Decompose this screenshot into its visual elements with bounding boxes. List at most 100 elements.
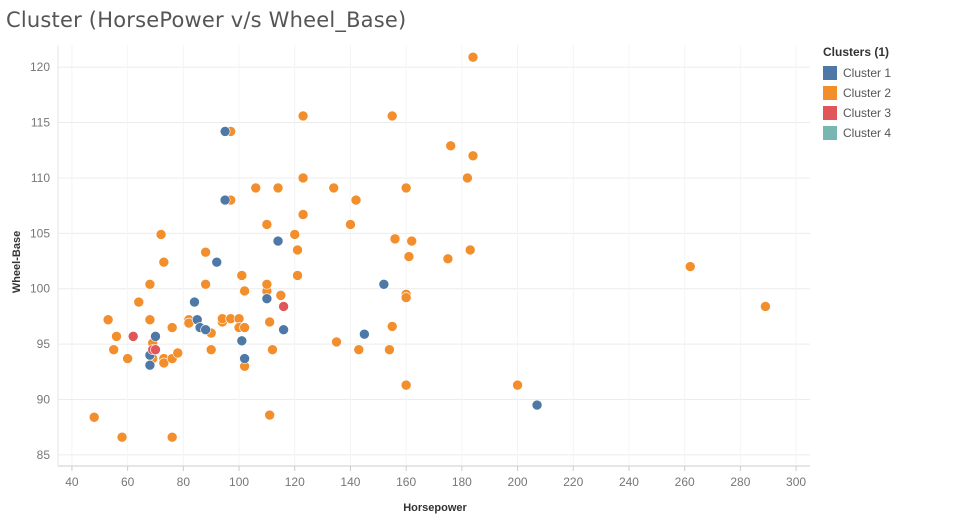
y-tick-label: 100 — [30, 282, 50, 296]
legend-item-cluster-1[interactable]: Cluster 1 — [823, 63, 891, 83]
data-point-cluster-2[interactable] — [264, 409, 275, 421]
data-point-cluster-2[interactable] — [261, 279, 273, 290]
data-point-cluster-2[interactable] — [200, 246, 211, 258]
data-point-cluster-2[interactable] — [386, 110, 398, 122]
data-point-cluster-1[interactable] — [219, 126, 231, 137]
data-point-cluster-1[interactable] — [236, 335, 248, 347]
data-point-cluster-2[interactable] — [467, 150, 479, 162]
x-tick-label: 300 — [786, 475, 806, 489]
y-tick-label: 95 — [37, 337, 51, 351]
data-point-cluster-1[interactable] — [200, 324, 211, 336]
data-point-cluster-2[interactable] — [133, 296, 145, 308]
data-point-cluster-2[interactable] — [261, 219, 273, 230]
data-point-cluster-2[interactable] — [144, 279, 156, 290]
data-point-cluster-1[interactable] — [189, 296, 200, 308]
data-point-cluster-2[interactable] — [331, 336, 342, 348]
data-point-cluster-2[interactable] — [236, 270, 248, 281]
data-point-cluster-2[interactable] — [88, 411, 100, 423]
data-point-cluster-2[interactable] — [464, 244, 476, 256]
x-tick-label: 240 — [619, 475, 639, 489]
data-point-cluster-2[interactable] — [297, 209, 309, 220]
data-point-cluster-2[interactable] — [250, 182, 262, 194]
x-tick-label: 120 — [285, 475, 305, 489]
data-point-cluster-2[interactable] — [239, 322, 250, 333]
data-point-cluster-2[interactable] — [297, 110, 309, 122]
data-point-cluster-2[interactable] — [158, 357, 170, 369]
data-point-cluster-2[interactable] — [350, 194, 362, 206]
data-point-cluster-1[interactable] — [272, 235, 284, 247]
data-point-cluster-2[interactable] — [684, 261, 696, 272]
x-axis-title: Horsepower — [403, 502, 467, 514]
legend-item-cluster-2[interactable]: Cluster 2 — [823, 83, 891, 103]
points-layer — [88, 51, 771, 443]
data-point-cluster-1[interactable] — [359, 328, 370, 340]
data-point-cluster-2[interactable] — [275, 290, 287, 301]
data-point-cluster-2[interactable] — [386, 321, 398, 332]
x-tick-label: 200 — [508, 475, 528, 489]
data-point-cluster-2[interactable] — [445, 140, 457, 152]
data-point-cluster-2[interactable] — [400, 379, 412, 391]
data-point-cluster-2[interactable] — [267, 344, 278, 355]
data-point-cluster-2[interactable] — [384, 344, 395, 355]
data-point-cluster-2[interactable] — [462, 172, 473, 184]
legend-item-cluster-3[interactable]: Cluster 3 — [823, 103, 891, 123]
legend-label: Cluster 1 — [843, 66, 892, 80]
data-point-cluster-2[interactable] — [292, 270, 303, 281]
data-point-cluster-2[interactable] — [111, 331, 122, 342]
data-point-cluster-2[interactable] — [442, 253, 454, 265]
data-point-cluster-2[interactable] — [328, 182, 340, 194]
data-point-cluster-2[interactable] — [272, 182, 284, 194]
data-point-cluster-2[interactable] — [389, 233, 401, 245]
data-point-cluster-2[interactable] — [403, 251, 415, 262]
data-point-cluster-2[interactable] — [292, 244, 303, 256]
data-point-cluster-1[interactable] — [239, 353, 250, 364]
data-point-cluster-2[interactable] — [144, 314, 156, 326]
data-point-cluster-1[interactable] — [531, 399, 543, 411]
data-point-cluster-2[interactable] — [158, 256, 170, 268]
legend-swatch — [823, 86, 837, 100]
data-point-cluster-2[interactable] — [102, 314, 114, 326]
data-point-cluster-1[interactable] — [211, 256, 223, 268]
data-point-cluster-2[interactable] — [297, 172, 309, 184]
data-point-cluster-2[interactable] — [400, 292, 412, 303]
data-point-cluster-2[interactable] — [353, 344, 365, 355]
legend-swatch — [823, 106, 837, 120]
data-point-cluster-3[interactable] — [278, 301, 289, 312]
y-tick-label: 85 — [37, 448, 51, 462]
data-point-cluster-2[interactable] — [760, 301, 771, 312]
legend-item-cluster-4[interactable]: Cluster 4 — [823, 123, 891, 143]
data-point-cluster-1[interactable] — [261, 293, 273, 305]
data-point-cluster-2[interactable] — [406, 235, 418, 247]
data-point-cluster-2[interactable] — [166, 431, 178, 443]
data-point-cluster-2[interactable] — [122, 353, 133, 364]
x-tick-label: 220 — [563, 475, 583, 489]
data-point-cluster-2[interactable] — [289, 229, 301, 240]
data-point-cluster-2[interactable] — [205, 344, 217, 355]
data-point-cluster-2[interactable] — [233, 313, 245, 324]
data-point-cluster-1[interactable] — [219, 194, 231, 206]
y-tick-label: 120 — [30, 60, 50, 74]
legend-label: Cluster 2 — [843, 86, 892, 100]
x-tick-label: 280 — [730, 475, 750, 489]
data-point-cluster-2[interactable] — [200, 279, 211, 290]
data-point-cluster-2[interactable] — [239, 285, 250, 297]
data-point-cluster-1[interactable] — [278, 324, 289, 336]
data-point-cluster-2[interactable] — [512, 379, 523, 391]
data-point-cluster-2[interactable] — [155, 229, 167, 240]
data-point-cluster-3[interactable] — [127, 331, 139, 342]
data-point-cluster-2[interactable] — [108, 344, 120, 355]
data-point-cluster-3[interactable] — [150, 344, 161, 355]
legend: Clusters (1) Cluster 1 Cluster 2 Cluster… — [823, 45, 891, 143]
data-point-cluster-2[interactable] — [116, 431, 128, 443]
data-point-cluster-2[interactable] — [400, 182, 412, 194]
data-point-cluster-2[interactable] — [172, 347, 184, 359]
data-point-cluster-1[interactable] — [150, 331, 161, 342]
legend-label: Cluster 4 — [843, 126, 892, 140]
data-point-cluster-2[interactable] — [345, 219, 356, 230]
data-point-cluster-2[interactable] — [467, 51, 479, 63]
data-point-cluster-1[interactable] — [144, 359, 156, 371]
data-point-cluster-2[interactable] — [264, 316, 275, 328]
data-point-cluster-1[interactable] — [378, 279, 390, 290]
data-point-cluster-2[interactable] — [166, 322, 178, 333]
